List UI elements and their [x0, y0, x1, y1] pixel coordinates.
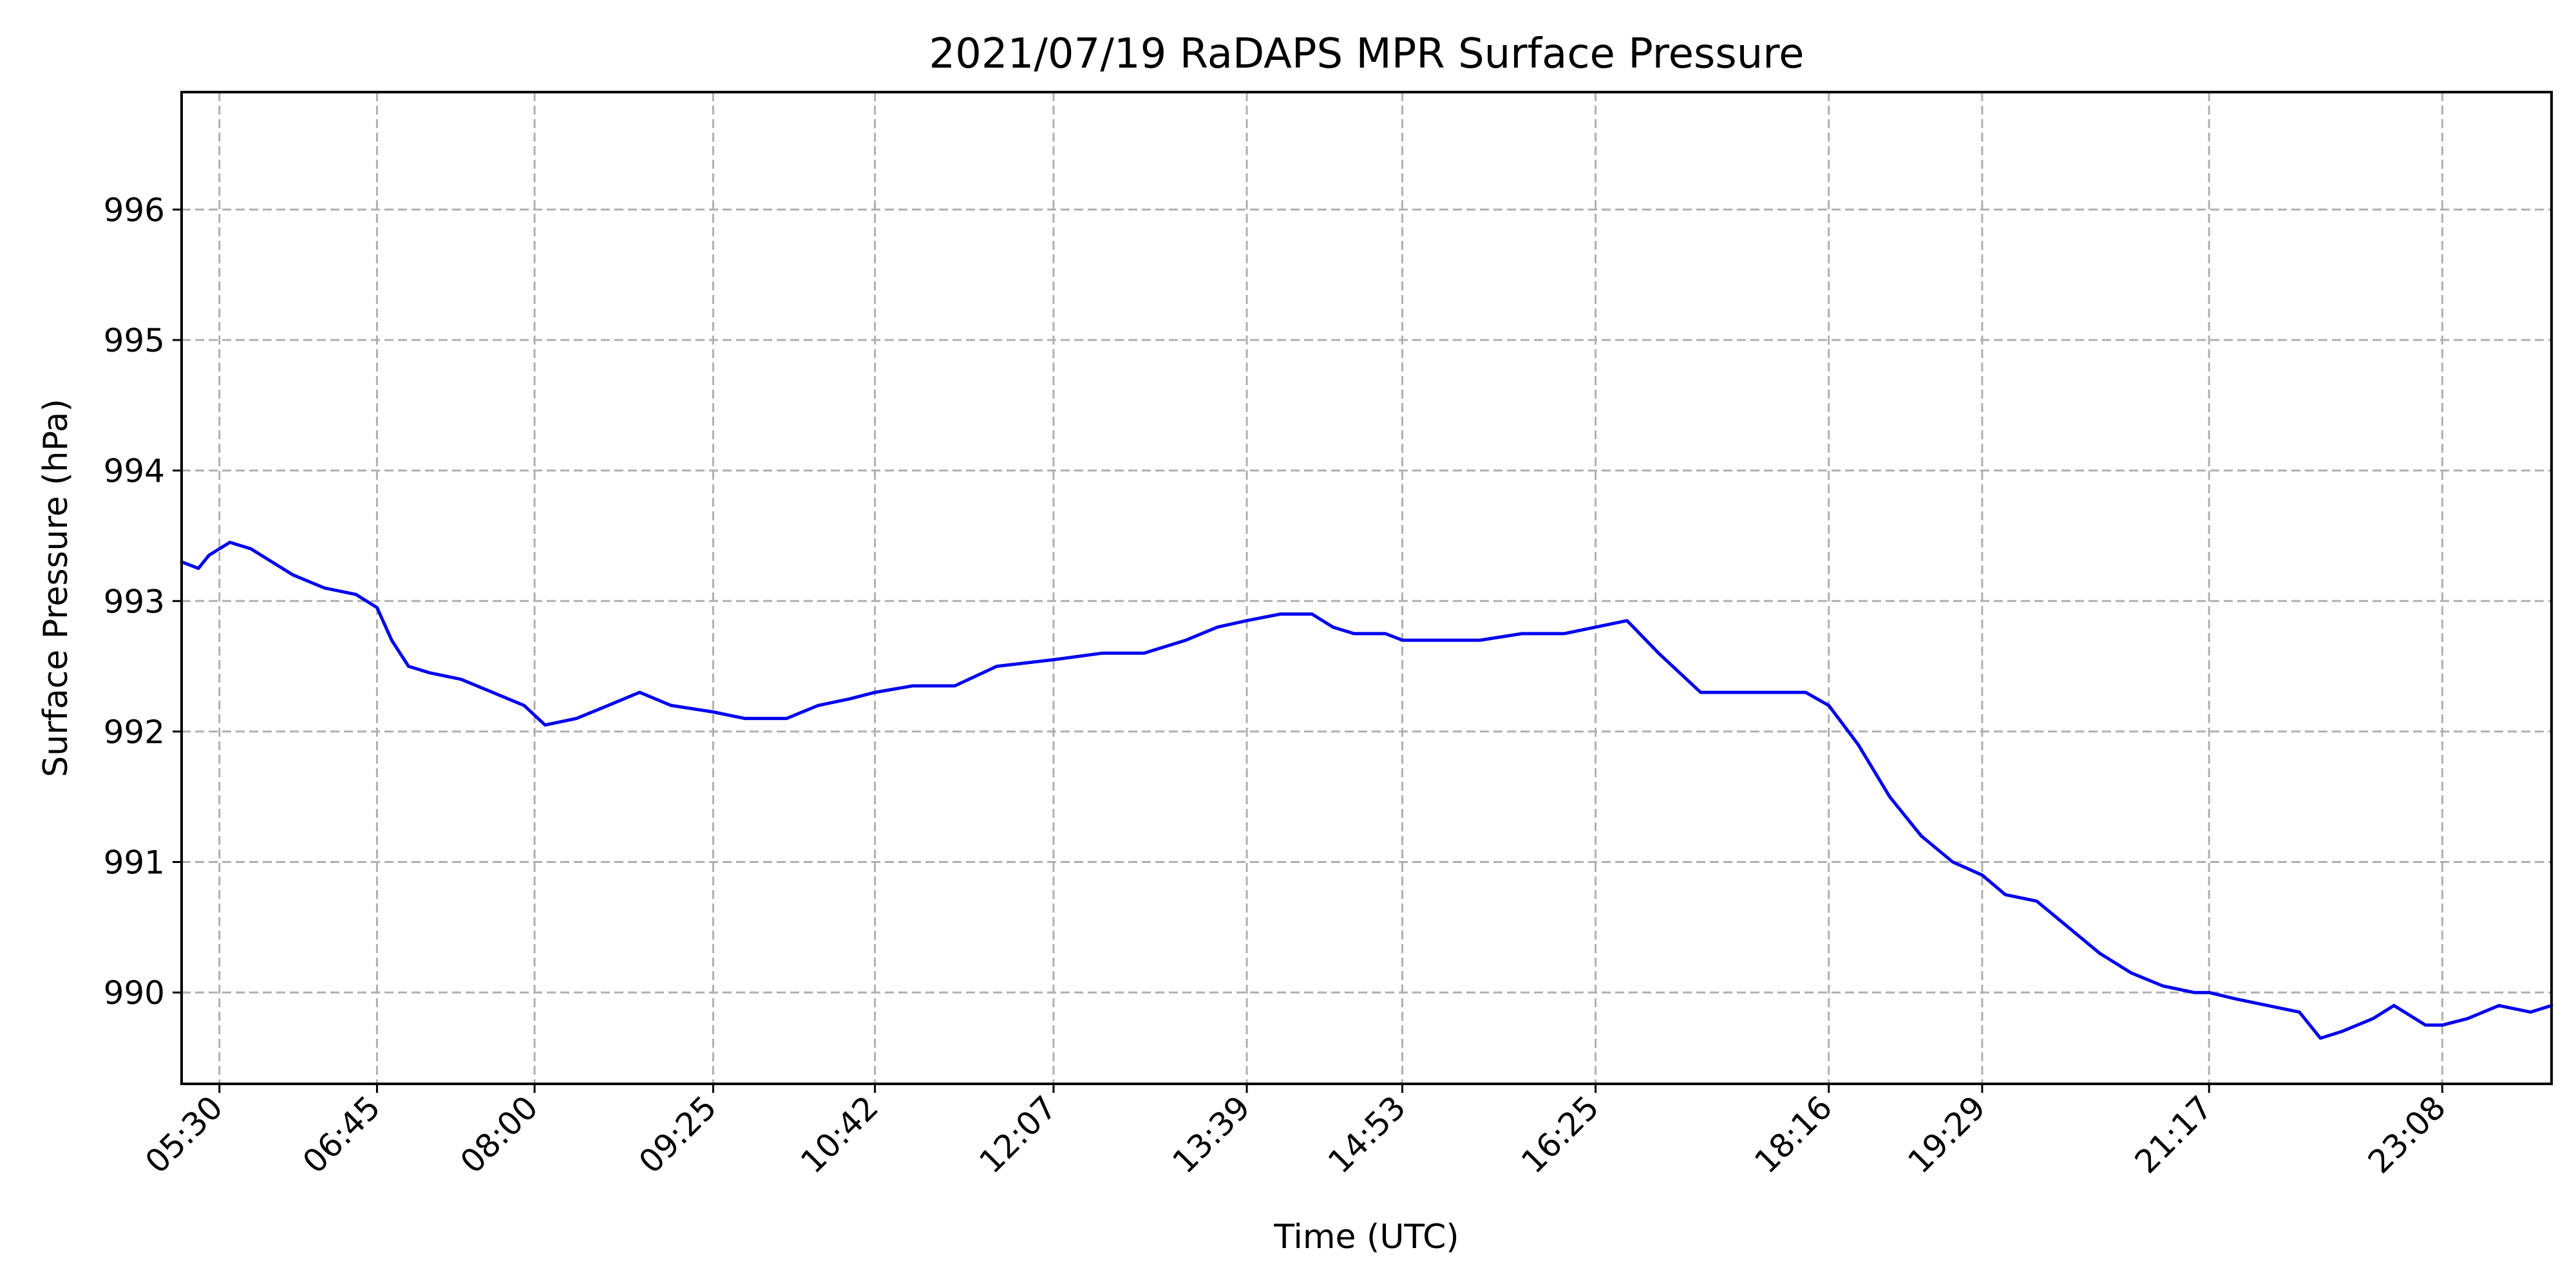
pressure-series-line — [180, 540, 2553, 1040]
y-tick-label: 992 — [104, 714, 165, 751]
y-tick-label: 994 — [104, 453, 165, 490]
y-tick-label: 990 — [104, 974, 165, 1012]
plot-frame — [180, 91, 2553, 1085]
x-axis-label: Time (UTC) — [1273, 1218, 1459, 1256]
y-axis-ticks: 990 991 992 993 994 995 996 — [104, 191, 182, 1012]
y-tick-label: 993 — [104, 583, 165, 620]
grid-lines — [182, 92, 2552, 1084]
chart-title: 2021/07/19 RaDAPS MPR Surface Pressure — [929, 30, 1804, 78]
y-tick-label: 991 — [104, 844, 165, 882]
y-axis-label: Surface Pressure (hPa) — [37, 399, 75, 777]
y-tick-label: 995 — [104, 322, 165, 359]
series-layer — [180, 540, 2553, 1040]
y-tick-label: 996 — [104, 191, 165, 229]
